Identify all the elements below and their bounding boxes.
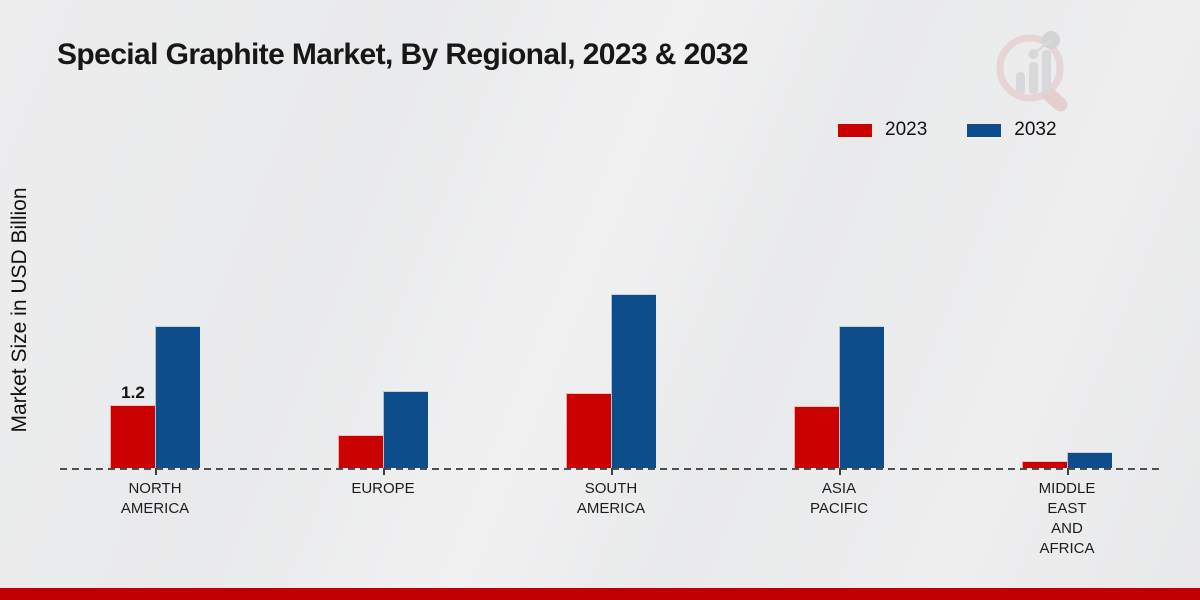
x-axis-tick [839,468,841,475]
legend-item-2023: 2023 [838,119,927,141]
chart-title: Special Graphite Market, By Regional, 20… [57,38,749,71]
bar-2032-north-america [155,325,200,468]
legend-item-2032: 2032 [967,119,1057,141]
legend-label-2032: 2032 [1014,119,1057,140]
bar-2023-asia-pacific [794,406,839,468]
magnifier-bar-chart-icon [988,24,1088,114]
bar-group-europe: EUROPE [269,268,497,497]
bars-europe [338,268,428,468]
bars-north-america: 1.2 [110,268,200,468]
category-label-middle-east-and-africa: MIDDLE EAST AND AFRICA [1038,480,1096,557]
bar-group-middle-east-and-africa: MIDDLE EAST AND AFRICA [953,268,1181,557]
legend-swatch-2023 [838,123,872,137]
bars-south-america [566,268,656,468]
legend-swatch-2032 [967,123,1002,137]
bar-2023-middle-east-and-africa [1022,461,1067,468]
x-axis-tick [155,468,157,475]
bar-2032-middle-east-and-africa [1067,451,1112,468]
x-axis-tick [383,468,385,475]
bar-2023-south-america [566,392,611,468]
bar-group-north-america: 1.2 NORTH AMERICA [41,268,269,517]
bar-2032-europe [383,390,428,468]
category-label-north-america: NORTH AMERICA [120,480,190,517]
legend: 2023 2032 [838,119,1057,141]
bar-group-south-america: SOUTH AMERICA [497,268,725,517]
bars-asia-pacific [794,268,884,468]
y-axis-label: Market Size in USD Billion [8,187,31,433]
legend-label-2023: 2023 [885,119,928,140]
category-label-south-america: SOUTH AMERICA [576,480,646,517]
bar-2023-europe [338,434,383,468]
bar-2032-south-america [611,294,656,468]
bar-value-label: 1.2 [121,383,145,402]
x-axis-tick [611,468,613,475]
bars-middle-east-and-africa [1022,268,1112,468]
bar-2032-asia-pacific [839,326,884,468]
bar-groups: 1.2 NORTH AMERICA EUROPE SOUTH AMERICA ASIA PAC… [41,268,1181,557]
footer-accent-bar [0,588,1200,600]
category-label-europe: EUROPE [351,480,415,497]
bar-2023-north-america: 1.2 [110,383,155,468]
x-axis-tick [1067,468,1069,475]
category-label-asia-pacific: ASIA PACIFIC [809,480,869,517]
bar-group-asia-pacific: ASIA PACIFIC [725,268,953,517]
